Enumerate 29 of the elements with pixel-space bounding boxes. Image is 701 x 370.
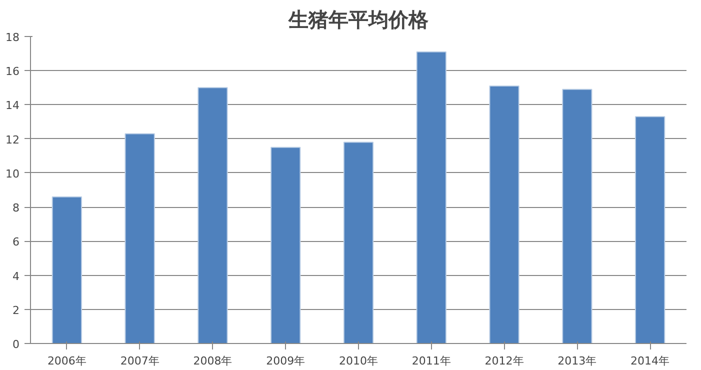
- x-tick-label: 2011年: [412, 354, 451, 368]
- bar: [489, 85, 520, 344]
- x-tick-label: 2010年: [339, 354, 378, 368]
- y-tick-label: 2: [12, 304, 20, 317]
- x-tick-label: 2007年: [120, 354, 160, 368]
- y-tick-label: 16: [6, 65, 20, 78]
- y-tick-label: 18: [6, 31, 20, 44]
- x-tick-label: 2013年: [558, 354, 597, 368]
- bar: [562, 88, 592, 344]
- y-tick-label: 0: [12, 338, 20, 351]
- bar: [198, 87, 228, 344]
- bar: [270, 146, 301, 344]
- x-tick-label: 2008年: [193, 354, 232, 368]
- x-tick-label: 2014年: [630, 354, 670, 368]
- x-tick-label: 2006年: [47, 354, 86, 368]
- y-tick-label: 10: [6, 167, 20, 180]
- x-tick-label: 2009年: [266, 354, 306, 368]
- chart-title: 生猪年平均价格: [288, 8, 430, 32]
- y-tick-label: 14: [6, 99, 20, 112]
- x-tick-label: 2012年: [484, 354, 524, 368]
- bar: [343, 142, 374, 344]
- y-tick-label: 6: [12, 236, 20, 249]
- y-tick-label: 8: [12, 202, 20, 215]
- bar: [52, 196, 82, 344]
- bar: [416, 51, 446, 344]
- y-tick-label: 4: [12, 270, 20, 283]
- y-tick-label: 12: [6, 133, 20, 146]
- bar: [634, 116, 666, 344]
- bar: [124, 133, 155, 344]
